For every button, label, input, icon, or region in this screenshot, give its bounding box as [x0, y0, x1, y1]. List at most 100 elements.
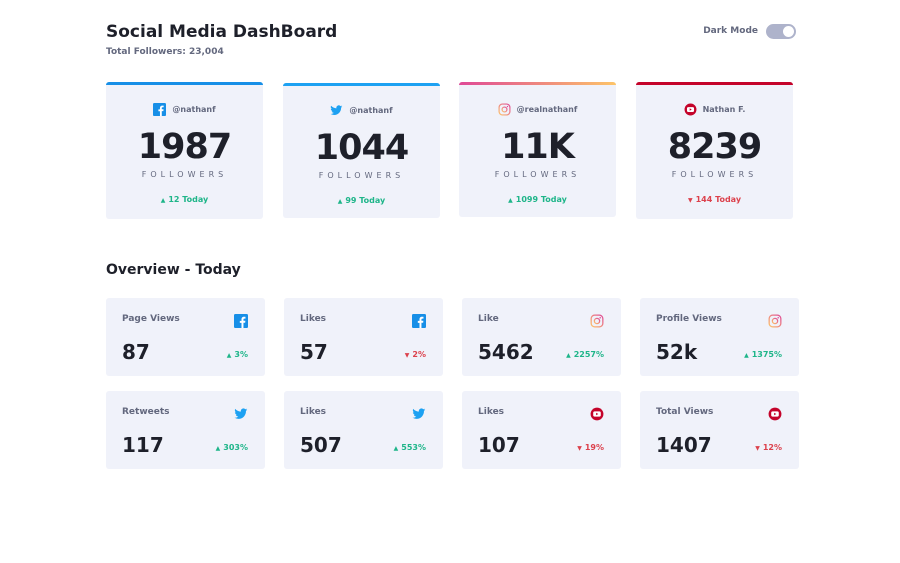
tile-value: 117 — [122, 433, 164, 457]
follower-card-facebook[interactable]: @nathanf 1987 FOLLOWERS ▲ 12 Today — [106, 82, 263, 219]
card-accent-bar — [636, 82, 793, 85]
overview-tile[interactable]: Profile Views 52k ▲ 1375% — [640, 298, 799, 376]
today-change: ▲ 1099 Today — [459, 195, 616, 204]
overview-tile[interactable]: Page Views 87 ▲ 3% — [106, 298, 265, 376]
total-followers: Total Followers: 23,004 — [106, 47, 224, 57]
card-handle-text: @nathanf — [172, 105, 216, 114]
tile-change-text: 1375% — [751, 350, 782, 359]
followers-label: FOLLOWERS — [494, 170, 581, 179]
dark-mode-knob — [783, 25, 794, 37]
follower-count: 1987 — [137, 127, 232, 167]
tile-value: 5462 — [478, 340, 534, 364]
followers-label: FOLLOWERS — [141, 170, 228, 179]
tile-label: Likes — [300, 314, 327, 324]
twitter-icon — [330, 104, 343, 117]
facebook-icon — [234, 314, 248, 328]
follower-card-youtube[interactable]: Nathan F. 8239 FOLLOWERS ▼ 144 Today — [636, 82, 793, 219]
arrow-up-icon: ▲ — [744, 352, 749, 359]
tile-value: 107 — [478, 433, 520, 457]
twitter-icon — [234, 407, 248, 421]
tile-change-text: 2257% — [573, 350, 604, 359]
card-accent-bar — [283, 83, 440, 86]
arrow-down-icon: ▼ — [755, 445, 760, 452]
card-handle: @nathanf — [283, 104, 440, 117]
tile-label: Likes — [478, 407, 505, 417]
card-handle: @realnathanf — [459, 103, 616, 116]
overview-tile[interactable]: Total Views 1407 ▼ 12% — [640, 391, 799, 469]
card-accent-bar — [459, 82, 616, 85]
tile-value: 87 — [122, 340, 150, 364]
overview-tile[interactable]: Retweets 117 ▲ 303% — [106, 391, 265, 469]
instagram-icon — [590, 314, 604, 328]
arrow-up-icon: ▲ — [566, 352, 571, 359]
tile-value: 1407 — [656, 433, 712, 457]
arrow-up-icon: ▲ — [508, 197, 513, 204]
card-handle-text: Nathan F. — [702, 105, 746, 114]
arrow-up-icon: ▲ — [337, 198, 343, 205]
card-handle-text: @realnathanf — [516, 105, 578, 114]
tile-value: 507 — [300, 433, 342, 457]
tile-value: 57 — [300, 340, 328, 364]
tile-change-text: 553% — [401, 443, 426, 452]
today-change: ▲ 99 Today — [283, 196, 440, 205]
youtube-icon — [684, 103, 697, 116]
tile-change: ▲ 303% — [216, 443, 248, 452]
facebook-icon — [412, 314, 426, 328]
today-change-text: 12 Today — [168, 195, 209, 204]
today-change-text: 1099 Today — [515, 195, 567, 204]
arrow-down-icon: ▼ — [687, 197, 693, 204]
tile-change: ▲ 1375% — [744, 350, 782, 359]
tile-change-text: 3% — [234, 350, 248, 359]
today-change: ▲ 12 Today — [106, 195, 263, 204]
tile-change: ▲ 3% — [227, 350, 248, 359]
tile-change-text: 303% — [223, 443, 248, 452]
card-handle: @nathanf — [106, 103, 263, 116]
tile-change: ▲ 2257% — [566, 350, 604, 359]
tile-value: 52k — [656, 340, 698, 364]
twitter-icon — [412, 407, 426, 421]
arrow-down-icon: ▼ — [577, 445, 582, 452]
overview-tile[interactable]: Likes 107 ▼ 19% — [462, 391, 621, 469]
card-handle: Nathan F. — [636, 103, 793, 116]
tile-change: ▼ 12% — [755, 443, 782, 452]
arrow-down-icon: ▼ — [404, 352, 410, 359]
tile-change: ▼ 19% — [577, 443, 604, 452]
today-change: ▼ 144 Today — [636, 195, 793, 204]
tile-label: Total Views — [656, 407, 714, 417]
arrow-up-icon: ▲ — [160, 197, 166, 204]
tile-label: Like — [478, 314, 499, 324]
followers-label: FOLLOWERS — [318, 171, 405, 180]
instagram-icon — [768, 314, 782, 328]
follower-count: 1044 — [314, 128, 409, 168]
follower-count: 11K — [501, 127, 575, 167]
tile-label: Page Views — [122, 314, 180, 324]
arrow-up-icon: ▲ — [226, 352, 232, 359]
youtube-icon — [768, 407, 782, 421]
overview-tile[interactable]: Likes 57 ▼ 2% — [284, 298, 443, 376]
follower-card-instagram[interactable]: @realnathanf 11K FOLLOWERS ▲ 1099 Today — [459, 82, 616, 217]
overview-title: Overview - Today — [106, 262, 241, 278]
dark-mode-switch[interactable] — [766, 23, 796, 39]
tile-change-text: 12% — [762, 443, 782, 452]
tile-change-text: 2% — [412, 350, 426, 359]
overview-tile[interactable]: Likes 507 ▲ 553% — [284, 391, 443, 469]
follower-count: 8239 — [667, 127, 762, 167]
tile-label: Retweets — [122, 407, 170, 417]
today-change-text: 144 Today — [695, 195, 742, 204]
dark-mode-toggle[interactable]: Dark Mode — [703, 22, 796, 40]
overview-tile[interactable]: Like 5462 ▲ 2257% — [462, 298, 621, 376]
tile-change: ▼ 2% — [405, 350, 426, 359]
follower-card-twitter[interactable]: @nathanf 1044 FOLLOWERS ▲ 99 Today — [283, 83, 440, 218]
youtube-icon — [590, 407, 604, 421]
tile-change: ▲ 553% — [394, 443, 426, 452]
card-handle-text: @nathanf — [349, 106, 393, 115]
arrow-up-icon: ▲ — [393, 445, 399, 452]
tile-label: Profile Views — [656, 314, 722, 324]
page-title: Social Media DashBoard — [106, 22, 338, 42]
dashboard-header: Social Media DashBoard Total Followers: … — [106, 22, 796, 62]
facebook-icon — [153, 103, 167, 116]
arrow-up-icon: ▲ — [215, 445, 221, 452]
tile-change-text: 19% — [584, 443, 604, 452]
instagram-icon — [498, 103, 511, 116]
dark-mode-label: Dark Mode — [703, 26, 758, 36]
